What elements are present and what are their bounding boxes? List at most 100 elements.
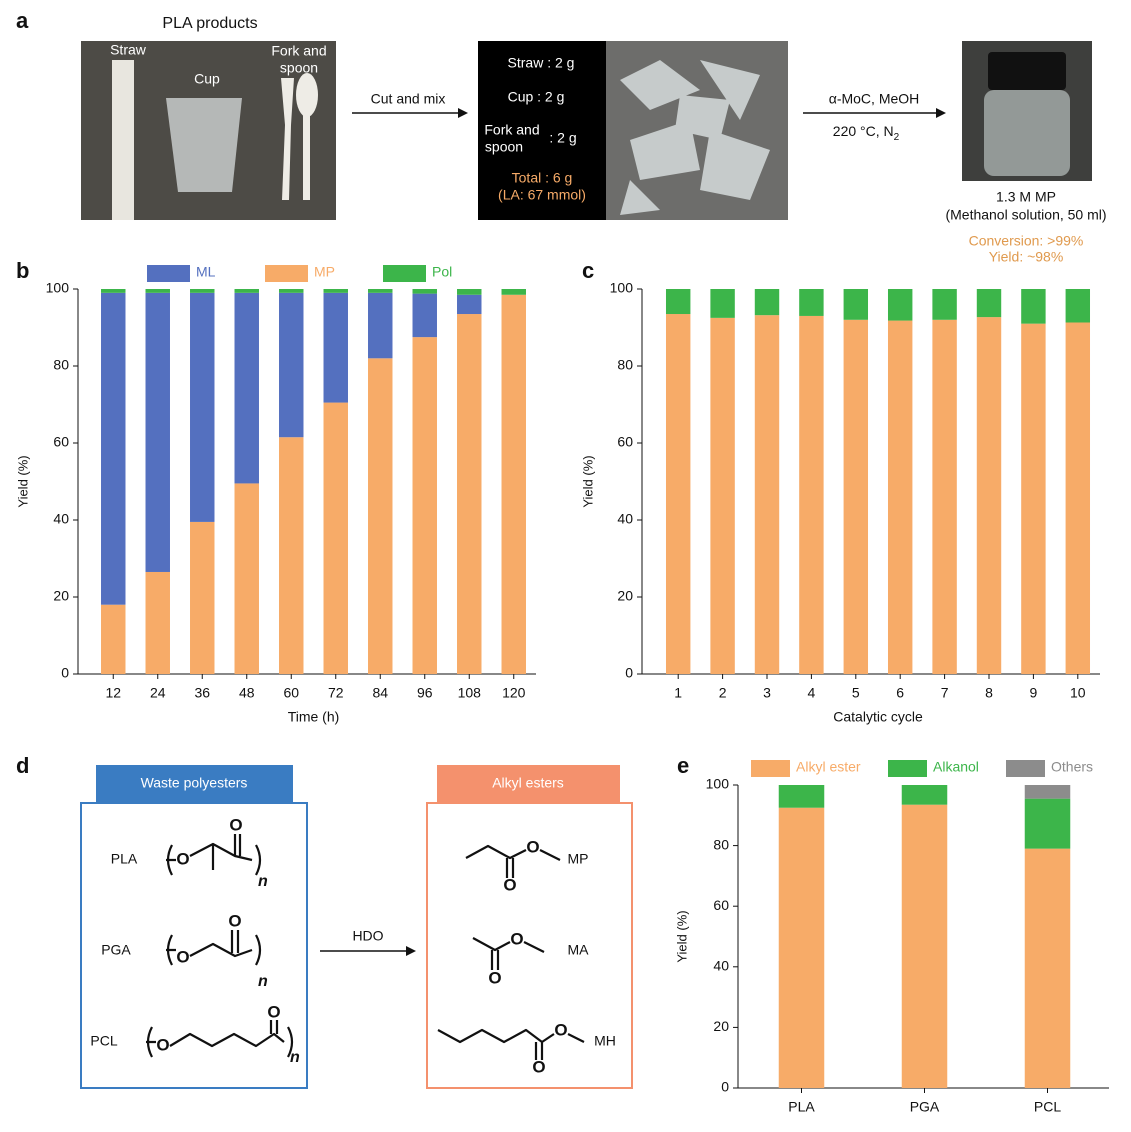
x-tick-label: 7 <box>941 685 949 701</box>
x-tick-label: PGA <box>910 1099 940 1115</box>
y-tick-label: 0 <box>721 1079 729 1095</box>
x-tick-label: 6 <box>896 685 904 701</box>
legend-label: Alkyl ester <box>796 759 861 775</box>
panel-letter: c <box>582 258 594 283</box>
y-tick-label: 80 <box>713 836 729 852</box>
mix-text: Straw : 2 g <box>508 55 575 71</box>
atom: O <box>554 1020 567 1039</box>
panel-letter: d <box>16 753 29 778</box>
photo-label: Cup <box>194 71 220 87</box>
mix-text: Fork and <box>484 122 539 138</box>
atom: O <box>503 875 516 894</box>
step-label-main: 220 °C, N <box>833 123 894 139</box>
conversion: Conversion: >99% <box>969 233 1084 249</box>
bar-segment <box>901 804 948 1088</box>
mix-total: Total : 6 g <box>512 170 573 186</box>
bar-segment <box>799 315 824 674</box>
repeat: n <box>258 973 268 990</box>
structure-pga: O O n <box>166 911 268 990</box>
bar-segment <box>234 292 259 484</box>
y-tick-label: 60 <box>713 897 729 913</box>
bar-segment <box>457 289 482 295</box>
y-tick-label: 20 <box>617 588 633 604</box>
bar-segment <box>234 289 259 293</box>
atom: O <box>176 849 189 868</box>
bar-segment <box>1024 798 1071 849</box>
x-tick-label: 1 <box>674 685 682 701</box>
legend-label: Pol <box>432 264 452 280</box>
y-tick-label: 20 <box>53 588 69 604</box>
bar-segment <box>457 314 482 674</box>
photo-label: Straw <box>110 42 147 58</box>
bar-segment <box>843 289 869 320</box>
bar-segment <box>1065 322 1091 674</box>
bar-segment <box>412 337 437 674</box>
y-tick-label: 100 <box>46 280 70 296</box>
yield: Yield: ~98% <box>989 249 1064 265</box>
y-tick-label: 0 <box>61 665 69 681</box>
product-label: 1.3 M MP <box>996 189 1056 205</box>
bar-segment <box>1024 848 1071 1088</box>
x-tick-label: 9 <box>1030 685 1038 701</box>
panel-letter: a <box>16 8 29 33</box>
bar-segment <box>368 358 393 674</box>
structure-ma: O O <box>472 929 545 987</box>
x-tick-label: 24 <box>150 685 166 701</box>
arrow-head <box>936 108 946 118</box>
x-tick-label: 60 <box>283 685 299 701</box>
box-header <box>96 765 293 803</box>
bar-segment <box>101 604 126 674</box>
bar-segment <box>1021 289 1046 324</box>
bar-segment <box>887 289 913 321</box>
box-header <box>437 765 620 803</box>
x-tick-label: PLA <box>788 1099 815 1115</box>
atom: O <box>526 837 539 856</box>
y-tick-label: 100 <box>706 776 730 792</box>
bar-segment <box>799 289 824 316</box>
x-tick-label: 5 <box>852 685 860 701</box>
x-axis-label: Catalytic cycle <box>833 709 923 725</box>
bar-segment <box>901 785 948 805</box>
legend-swatch <box>751 760 790 777</box>
polymer-label: PCL <box>90 1033 117 1049</box>
panel-letter: b <box>16 258 29 283</box>
bar-segment <box>323 292 348 403</box>
y-tick-label: 60 <box>53 434 69 450</box>
structure-pcl: O O n <box>146 1002 300 1066</box>
x-tick-label: 12 <box>105 685 121 701</box>
bar-segment <box>368 292 393 359</box>
y-tick-label: 20 <box>713 1018 729 1034</box>
bar-segment <box>190 289 215 293</box>
x-tick-label: 108 <box>458 685 482 701</box>
bar-segment <box>145 571 170 674</box>
y-tick-label: 80 <box>53 357 69 373</box>
arrow-head <box>458 108 468 118</box>
y-tick-label: 60 <box>617 434 633 450</box>
bar-segment <box>665 314 691 674</box>
bar-segment <box>457 294 482 315</box>
atom: O <box>510 929 523 948</box>
arrow-label: HDO <box>352 928 383 944</box>
atom: O <box>228 911 241 930</box>
x-tick-label: 120 <box>502 685 526 701</box>
bar-segment <box>190 292 215 522</box>
bar-segment <box>279 289 304 293</box>
x-tick-label: 48 <box>239 685 255 701</box>
legend-label: Others <box>1051 759 1093 775</box>
legend-label: Alkanol <box>933 759 979 775</box>
ester-label: MP <box>568 851 589 867</box>
header-text: Alkyl esters <box>492 775 564 791</box>
x-tick-label: 96 <box>417 685 433 701</box>
y-tick-label: 100 <box>610 280 634 296</box>
legend-label: MP <box>314 264 335 280</box>
x-tick-label: 4 <box>808 685 816 701</box>
photo-label: spoon <box>280 60 318 76</box>
atom: O <box>156 1035 169 1054</box>
y-axis-label: Yield (%) <box>15 455 30 507</box>
bar-segment <box>710 289 735 318</box>
photo-pieces <box>606 41 788 220</box>
bar-segment <box>754 289 780 316</box>
atom: O <box>267 1002 280 1021</box>
bar-segment <box>710 317 735 674</box>
